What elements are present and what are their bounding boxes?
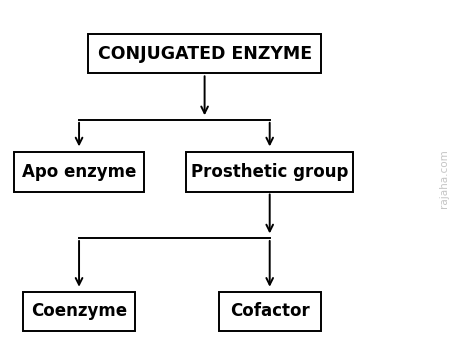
FancyBboxPatch shape — [23, 292, 135, 331]
FancyBboxPatch shape — [14, 152, 144, 192]
FancyBboxPatch shape — [219, 292, 321, 331]
Text: Prosthetic group: Prosthetic group — [191, 163, 348, 181]
Text: rajaha.com: rajaha.com — [439, 150, 449, 208]
Text: Cofactor: Cofactor — [230, 303, 310, 320]
Text: Coenzyme: Coenzyme — [31, 303, 127, 320]
FancyBboxPatch shape — [88, 34, 321, 73]
Text: Apo enzyme: Apo enzyme — [22, 163, 136, 181]
Text: CONJUGATED ENZYME: CONJUGATED ENZYME — [98, 45, 312, 63]
FancyBboxPatch shape — [186, 152, 353, 192]
